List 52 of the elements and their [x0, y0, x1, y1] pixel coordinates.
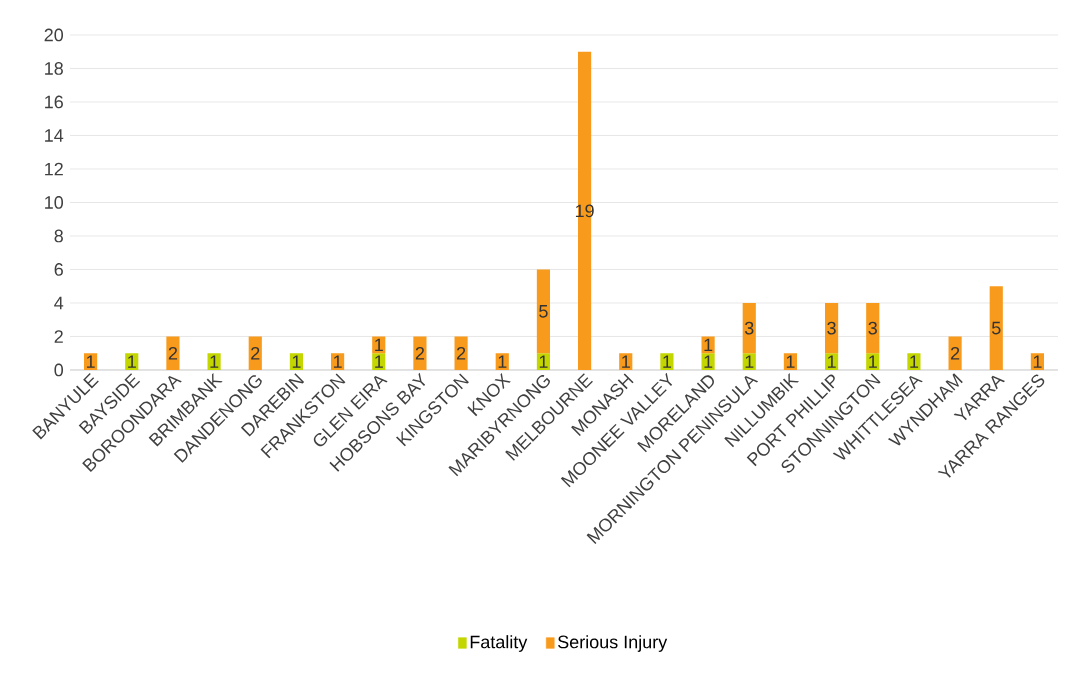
- data-label: 1: [827, 355, 836, 368]
- bar: [166, 336, 180, 370]
- y-tick-label: 14: [45, 129, 64, 142]
- bar: [742, 302, 756, 354]
- bar: [413, 336, 427, 370]
- data-label: 1: [704, 338, 713, 352]
- y-tick-label: 10: [45, 196, 64, 209]
- data-label: 2: [251, 346, 260, 360]
- data-label: 1: [210, 355, 219, 368]
- legend-label: Serious Injury: [558, 635, 668, 652]
- data-label: 2: [415, 346, 425, 360]
- data-label: 1: [86, 355, 95, 368]
- data-label: 1: [375, 355, 383, 368]
- data-label: 1: [375, 338, 383, 352]
- data-label: 1: [910, 355, 919, 368]
- y-tick-label: 18: [45, 62, 63, 75]
- bar: [825, 302, 839, 354]
- y-tick-label: 12: [45, 162, 63, 176]
- bar: [536, 269, 551, 354]
- data-label: 1: [539, 355, 548, 368]
- data-label: 5: [539, 305, 548, 318]
- data-label: 1: [786, 355, 795, 368]
- bar: [948, 336, 962, 370]
- data-label: 2: [950, 346, 960, 360]
- y-tick-label: 4: [54, 296, 64, 310]
- data-label: 1: [622, 355, 630, 368]
- bar: [454, 336, 468, 370]
- data-label: 1: [498, 355, 507, 368]
- data-label: 1: [292, 355, 301, 368]
- data-label: 1: [745, 355, 754, 368]
- data-label: 1: [333, 355, 342, 368]
- y-tick-label: 16: [45, 95, 63, 109]
- data-label: 1: [869, 355, 877, 368]
- y-tick-label: 6: [54, 263, 63, 276]
- y-tick-label: 2: [54, 330, 63, 343]
- y-tick-label: 20: [44, 28, 64, 42]
- data-label: 5: [991, 321, 1001, 335]
- bar: [578, 51, 592, 370]
- legend-label: Fatality: [470, 635, 528, 652]
- bar: [248, 336, 262, 370]
- data-label: 3: [744, 321, 754, 335]
- data-label: 2: [168, 346, 178, 360]
- bar: [989, 286, 1003, 370]
- bar: [866, 302, 880, 354]
- data-label: 3: [827, 321, 836, 335]
- data-label: 1: [1033, 355, 1042, 368]
- data-label: 1: [128, 355, 136, 368]
- data-label: 1: [663, 355, 672, 368]
- data-label: 1: [704, 355, 713, 368]
- y-tick-label: 8: [54, 229, 63, 243]
- data-label: 2: [456, 346, 466, 360]
- data-label: 3: [868, 321, 877, 335]
